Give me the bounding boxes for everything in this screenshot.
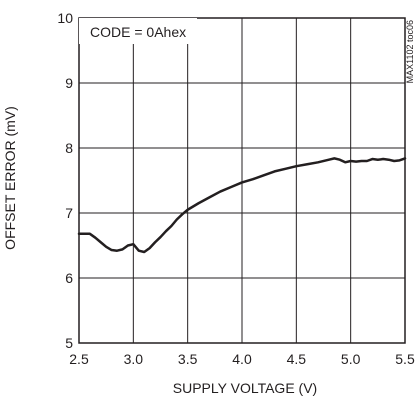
x-tick-label: 2.5 xyxy=(69,351,89,367)
series-line-offset-error xyxy=(77,157,407,254)
x-tick-label: 3.5 xyxy=(178,351,198,367)
y-tick-label: 9 xyxy=(65,75,73,91)
x-tick-label: 5.0 xyxy=(341,351,361,367)
x-axis-ticks: 2.5 3.0 3.5 4.0 4.5 5.0 5.5 xyxy=(69,351,415,367)
y-axis-label: OFFSET ERROR (mV) xyxy=(2,106,18,250)
x-tick-label: 4.5 xyxy=(287,351,307,367)
y-tick-label: 10 xyxy=(57,10,73,26)
y-tick-label: 5 xyxy=(65,335,73,351)
code-annotation: CODE = 0Ahex xyxy=(90,24,186,40)
y-tick-label: 7 xyxy=(65,205,73,221)
x-tick-label: 5.5 xyxy=(395,351,415,367)
plot-frame xyxy=(78,17,406,344)
figure-id-note: MAX1102 toc06 xyxy=(405,20,415,83)
annotation-background xyxy=(79,18,197,44)
y-tick-label: 6 xyxy=(65,270,73,286)
y-tick-label: 8 xyxy=(65,140,73,156)
x-axis-label: SUPPLY VOLTAGE (V) xyxy=(173,380,317,396)
x-tick-label: 3.0 xyxy=(124,351,144,367)
x-tick-label: 4.0 xyxy=(232,351,252,367)
grid-lines xyxy=(78,17,406,344)
y-axis-ticks: 5 6 7 8 9 10 xyxy=(57,10,73,351)
